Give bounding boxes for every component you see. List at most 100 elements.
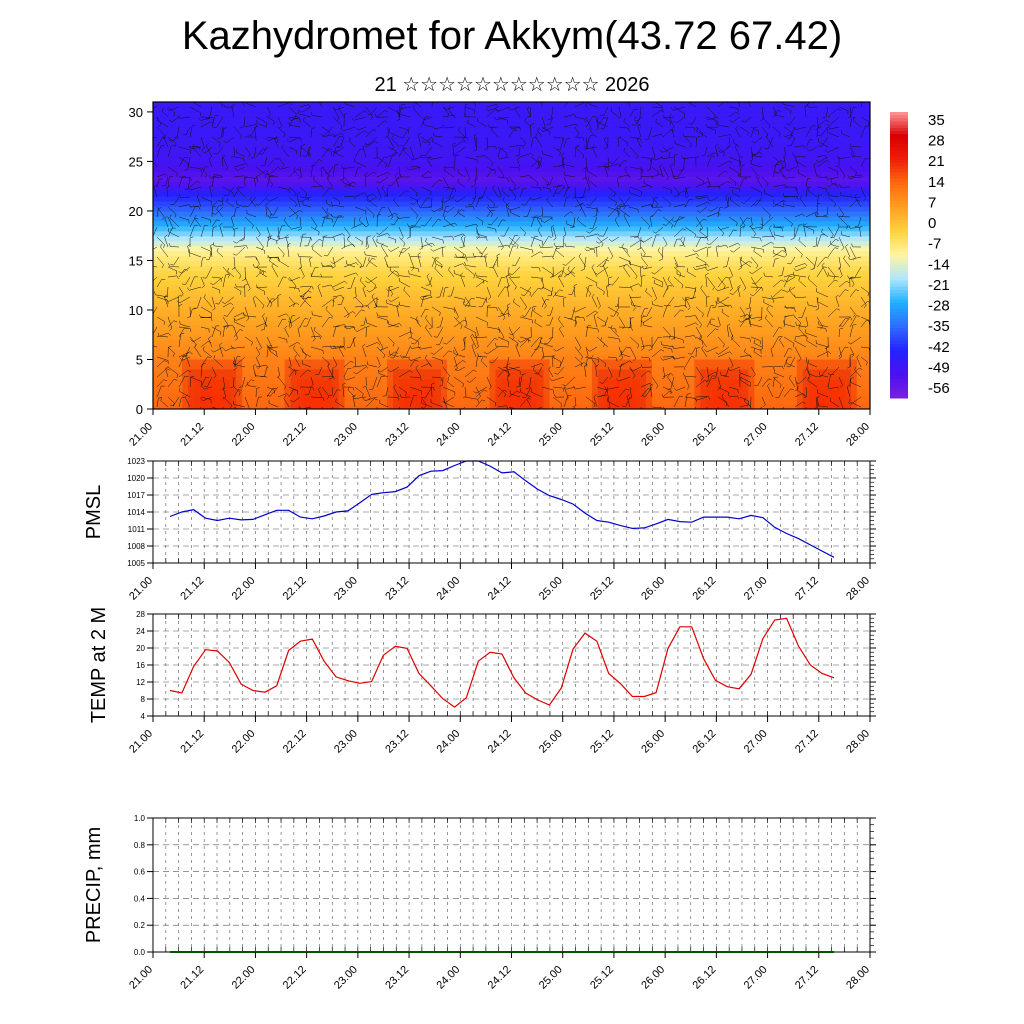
wind-barb [332,136,341,148]
wind-barb-flag [277,294,282,296]
wind-barb-flag [527,339,531,342]
wind-barb [236,188,246,198]
wind-barb-flag [312,338,316,342]
colorbar-swatch [890,248,908,253]
wind-barb [552,356,562,363]
wind-barb [475,155,485,158]
wind-barb [629,236,639,238]
wind-barb [604,386,609,396]
wind-barb-flag [621,243,624,247]
wind-barb [475,276,484,281]
wind-barb [816,316,823,327]
wind-barb-flag [238,392,241,396]
wind-barb-flag [161,107,164,112]
wind-barb [860,158,866,168]
wind-barb [486,108,496,118]
wind-barb-flag [526,396,530,400]
wind-barb-flag [686,268,688,272]
wind-barb [321,148,329,158]
wind-barb-flag [216,219,220,221]
wind-barb [464,386,467,397]
wind-barb-flag [437,219,442,221]
section-warm-cell [387,359,448,409]
wind-barb [420,294,431,298]
wind-barb [280,166,290,170]
wind-barb [805,125,813,138]
colorbar-swatch [890,363,908,367]
wind-barb [354,216,356,228]
wind-barb-flag [671,126,675,130]
wind-barb-flag [548,337,553,339]
wind-barb [168,296,180,302]
wind-barb-flag [771,241,775,245]
wind-barb [840,195,851,198]
wind-barb-flag [774,113,778,118]
wind-barb-flag [467,178,471,182]
wind-barb-flag [719,206,724,209]
wind-barb-flag [662,223,667,226]
wind-barb-flag [288,189,290,194]
wind-barb-flag [462,396,467,399]
wind-barb [517,159,521,168]
wind-barb [530,266,540,269]
wind-barb-flag [471,297,475,300]
section-band [153,210,870,217]
wind-barb-flag [419,247,423,250]
wind-barb-flag [394,270,398,273]
wind-barb-flag [374,141,378,144]
wind-barb [299,369,308,378]
wind-barb [761,235,774,238]
wind-barb-flag [252,263,255,268]
temp-x-tick-label: 24.00 [434,728,462,756]
wind-barb-flag [680,309,684,312]
wind-barb [595,366,598,378]
wind-barb-flag [597,209,599,213]
wind-barb [231,217,235,228]
wind-barb [457,172,466,178]
wind-barb [849,146,855,155]
wind-barb-flag [657,209,662,211]
wind-barb [769,227,774,238]
wind-barb-flag [750,412,753,414]
wind-barb [169,266,180,268]
wind-barb [475,280,486,288]
wind-barb-flag [558,164,563,166]
wind-barb [299,318,305,328]
wind-barb-flag [418,204,421,208]
wind-barb [415,367,422,378]
wind-barb-flag [616,204,620,208]
wind-barb [524,306,532,317]
wind-barb-flag [687,98,688,101]
wind-barb-flag [209,184,213,188]
wind-barb [178,327,185,338]
wind-barb [808,190,818,198]
wind-barb [398,370,410,378]
wind-barb-flag [626,142,628,147]
wind-barb-flag [853,257,856,261]
wind-barb [269,196,279,202]
wind-barb [585,135,591,148]
wind-barb-flag [661,377,666,380]
wind-barb [343,360,351,368]
colorbar-label: -35 [928,318,950,335]
wind-barb [860,125,866,138]
wind-barb [423,176,433,179]
wind-barb [589,104,598,108]
wind-barb-flag [543,305,547,309]
wind-barb-flag [425,324,428,328]
wind-barb [409,256,422,258]
wind-barb [696,130,708,138]
wind-barb [618,136,628,143]
wind-barb-flag [726,145,731,148]
wind-barb [816,291,829,298]
wind-barb [673,276,684,286]
wind-barb [684,136,692,145]
wind-barb [734,146,741,158]
wind-barb [530,216,541,219]
wind-barb-flag [818,145,822,147]
wind-barb [629,263,642,268]
wind-barb-flag [539,214,544,217]
wind-barb [358,126,367,131]
wind-barb [197,296,202,309]
